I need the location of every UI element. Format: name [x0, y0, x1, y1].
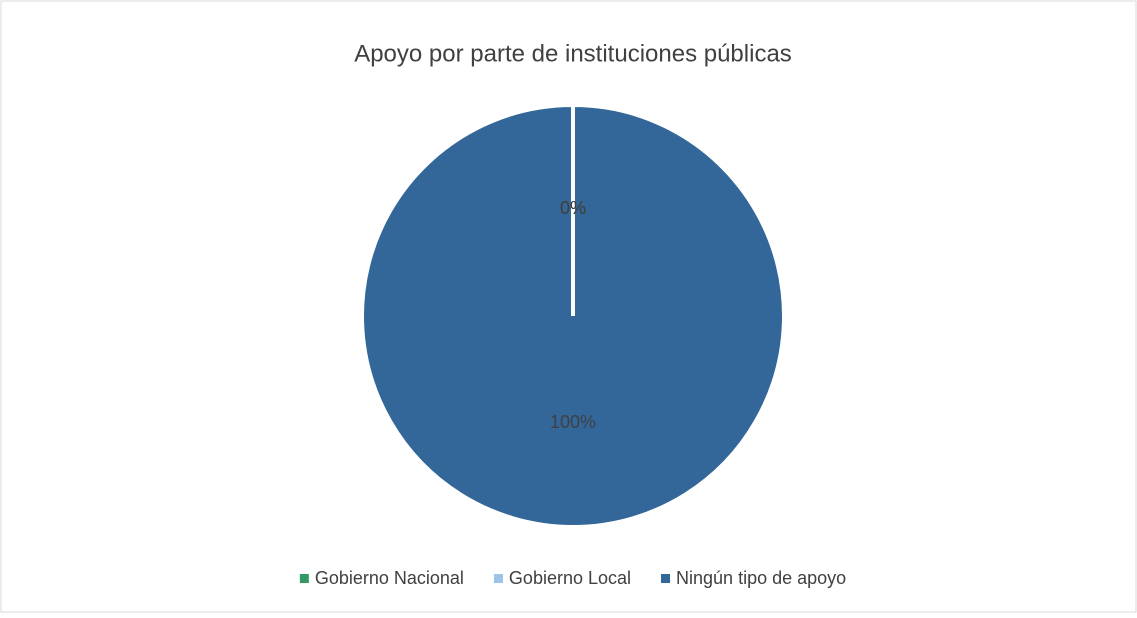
data-label: 100% [550, 412, 596, 432]
chart-title: Apoyo por parte de instituciones pública… [354, 40, 792, 67]
legend-label: Gobierno Nacional [315, 568, 464, 588]
legend-marker [661, 574, 671, 583]
legend: Gobierno Nacional Gobierno Local Ningún ti… [299, 568, 846, 588]
data-label: 0% [560, 198, 586, 218]
pie-slice [360, 103, 786, 529]
legend-marker [299, 574, 309, 583]
legend-marker [493, 574, 503, 583]
legend-label: Ningún tipo de apoyo [676, 568, 846, 588]
data-label: 0% [560, 198, 586, 218]
legend-label: Gobierno Local [509, 568, 631, 588]
